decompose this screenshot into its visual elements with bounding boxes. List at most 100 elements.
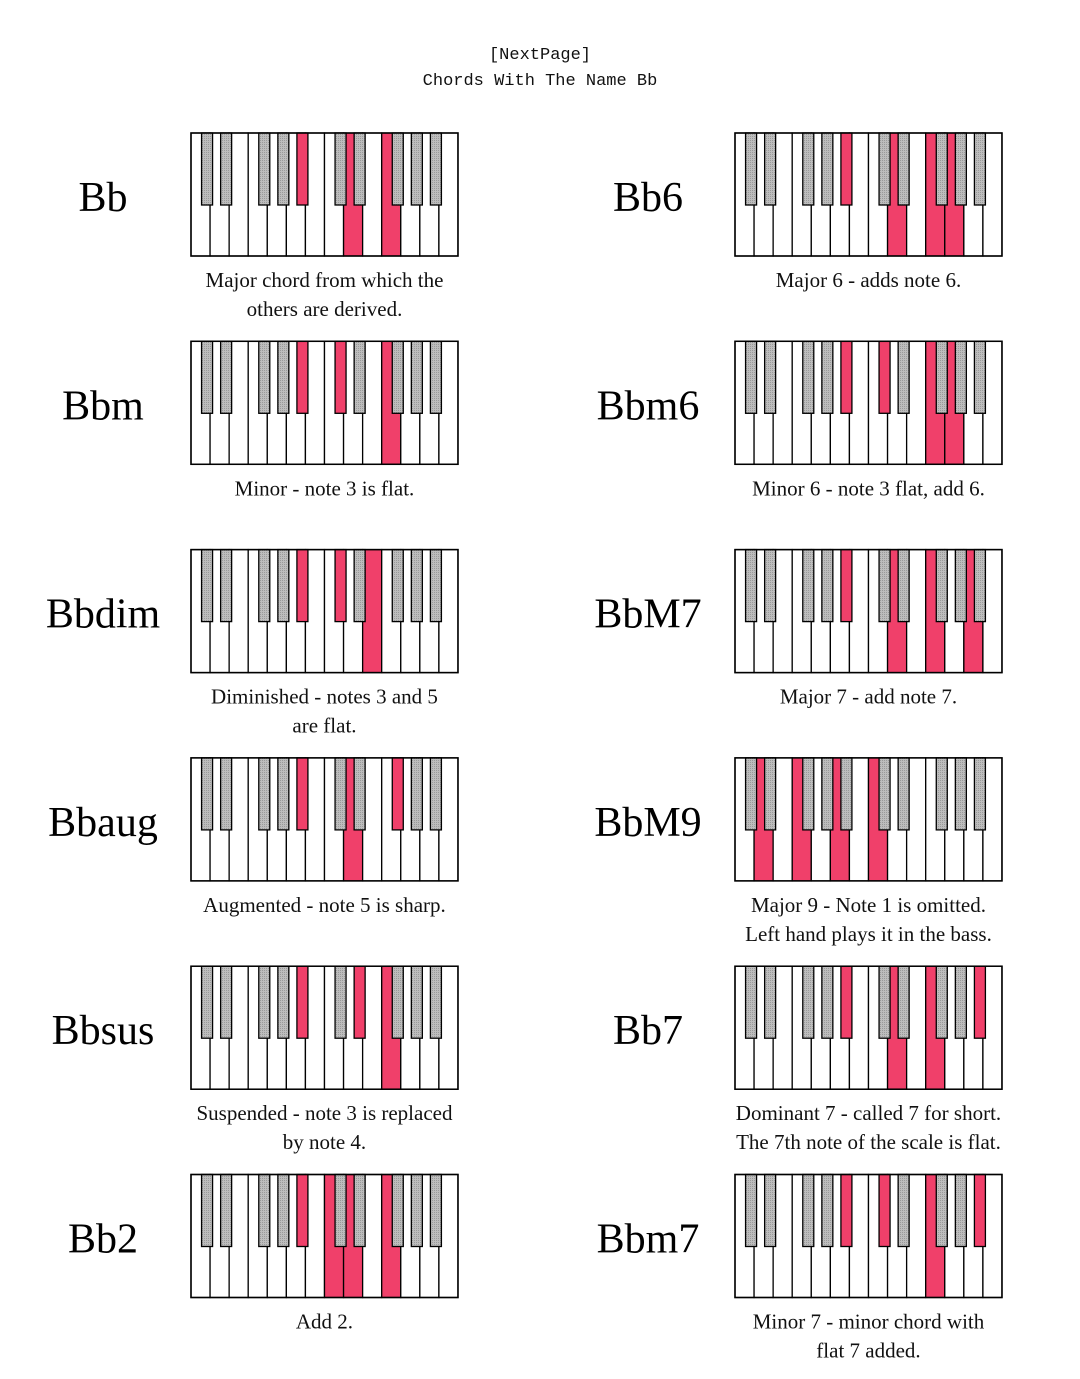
- black-key: [973, 965, 987, 1039]
- chord-description: Major chord from which the: [206, 268, 444, 292]
- black-key: [353, 132, 366, 206]
- black-key: [296, 1173, 309, 1248]
- chord-description: Dominant 7 - called 7 for short.: [736, 1101, 1001, 1125]
- chord-name: BbM9: [594, 800, 701, 846]
- black-key: [840, 340, 853, 414]
- black-key: [219, 757, 233, 831]
- black-key: [763, 132, 777, 206]
- black-key: [219, 548, 233, 623]
- black-key: [897, 965, 910, 1039]
- black-key: [935, 548, 948, 623]
- black-key: [744, 1173, 758, 1248]
- keyboard-frame: [734, 132, 1003, 257]
- black-key: [821, 1173, 834, 1248]
- black-key: [334, 340, 347, 414]
- black-key: [258, 548, 271, 623]
- black-key: [840, 965, 853, 1039]
- black-key: [954, 1173, 967, 1248]
- black-key: [878, 340, 891, 414]
- black-key: [200, 548, 214, 623]
- chord-description: Diminished - notes 3 and 5: [211, 685, 438, 709]
- chord-description: Left hand plays it in the bass.: [745, 922, 992, 946]
- black-key: [840, 132, 853, 206]
- black-key: [296, 757, 309, 831]
- black-key: [334, 132, 347, 206]
- black-key: [391, 965, 404, 1039]
- black-key: [277, 548, 290, 623]
- black-key: [954, 965, 967, 1039]
- chord-description: Major 6 - adds note 6.: [776, 268, 961, 292]
- black-key: [219, 340, 233, 414]
- chord-name: Bbm6: [597, 383, 700, 429]
- black-key: [410, 548, 423, 623]
- keyboard-frame: [190, 548, 459, 674]
- black-key: [429, 1173, 443, 1248]
- keyboard-frame: [734, 757, 1003, 882]
- black-key: [353, 548, 366, 623]
- black-key: [334, 965, 347, 1039]
- black-key: [353, 757, 366, 831]
- black-key: [763, 965, 777, 1039]
- black-key: [429, 965, 443, 1039]
- keyboard-frame: [734, 1173, 1003, 1299]
- chord-name: Bb6: [613, 175, 683, 221]
- black-key: [353, 965, 366, 1039]
- black-key: [935, 1173, 948, 1248]
- black-key: [258, 757, 271, 831]
- keyboard: [734, 340, 1003, 466]
- next-page-link[interactable]: [NextPage]: [489, 46, 591, 65]
- black-key: [878, 965, 891, 1039]
- black-key: [878, 548, 891, 623]
- black-key: [897, 1173, 910, 1248]
- black-key: [410, 340, 423, 414]
- chord-description: Minor 6 - note 3 flat, add 6.: [752, 476, 985, 500]
- keyboard-frame: [190, 1173, 459, 1299]
- chord-description: Augmented - note 5 is sharp.: [203, 893, 446, 917]
- black-key: [391, 340, 404, 414]
- black-key: [744, 548, 758, 623]
- black-key: [219, 965, 233, 1039]
- keyboard: [734, 548, 1003, 674]
- black-key: [410, 1173, 423, 1248]
- black-key: [219, 1173, 233, 1248]
- black-key: [897, 757, 910, 831]
- black-key: [744, 965, 758, 1039]
- black-key: [429, 132, 443, 206]
- black-key: [840, 1173, 853, 1248]
- black-key: [277, 1173, 290, 1248]
- black-key: [840, 548, 853, 623]
- black-key: [954, 132, 967, 206]
- keyboard-frame: [190, 757, 459, 882]
- black-key: [821, 548, 834, 623]
- black-key: [353, 340, 366, 414]
- black-key: [802, 965, 815, 1039]
- chord-name: Bb7: [613, 1008, 683, 1054]
- black-key: [973, 132, 987, 206]
- keyboard: [190, 757, 459, 882]
- chord-description: are flat.: [292, 714, 356, 738]
- chord-name: Bbaug: [48, 800, 158, 846]
- black-key: [277, 340, 290, 414]
- black-key: [429, 340, 443, 414]
- black-key: [410, 132, 423, 206]
- black-key: [897, 548, 910, 623]
- black-key: [935, 340, 948, 414]
- keyboard-frame: [734, 548, 1003, 674]
- black-key: [200, 340, 214, 414]
- black-key: [840, 757, 853, 831]
- chord-description: The 7th note of the scale is flat.: [736, 1130, 1001, 1154]
- chord-description: Minor 7 - minor chord with: [753, 1310, 985, 1334]
- keyboard: [734, 132, 1003, 257]
- black-key: [277, 965, 290, 1039]
- black-key: [296, 965, 309, 1039]
- black-key: [258, 340, 271, 414]
- black-key: [897, 132, 910, 206]
- black-key: [802, 548, 815, 623]
- black-key: [744, 340, 758, 414]
- keyboard: [190, 132, 459, 257]
- black-key: [897, 340, 910, 414]
- black-key: [802, 1173, 815, 1248]
- black-key: [296, 340, 309, 414]
- black-key: [935, 965, 948, 1039]
